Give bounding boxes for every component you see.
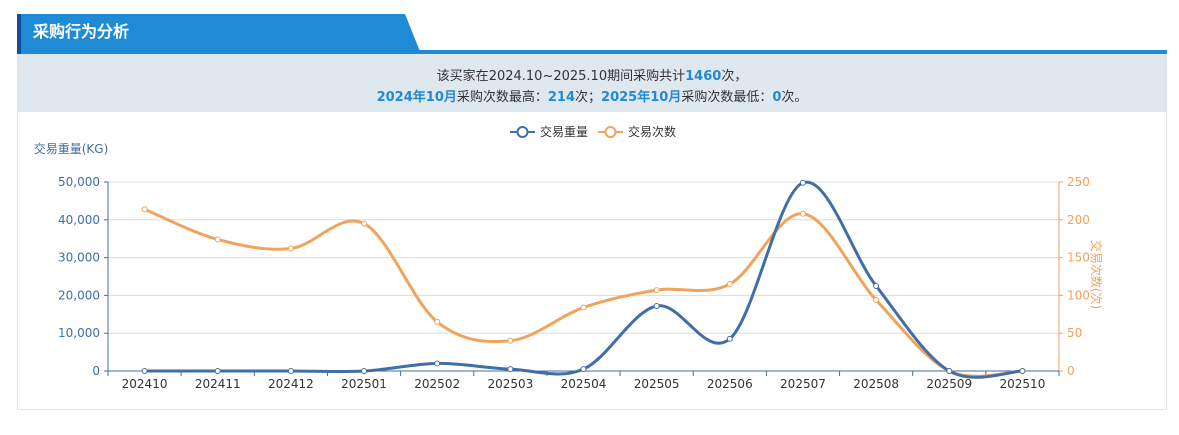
data-point-count[interactable] (141, 206, 148, 213)
summary-text: 期间采购共计 (607, 69, 686, 84)
legend-item-count[interactable]: 交易次数 (598, 124, 676, 139)
legend-item-weight[interactable]: 交易重量 (510, 124, 588, 139)
summary-max-value: 214 (547, 90, 576, 105)
summary-text: 该买家在 (436, 69, 489, 84)
data-point-weight[interactable] (214, 368, 221, 374)
chart-legend[interactable]: 交易重量 交易次数 (510, 124, 676, 139)
x-tick-label: 202411 (195, 377, 241, 391)
x-tick-label: 202412 (268, 377, 314, 391)
y-left-tick-label: 30,000 (58, 251, 100, 265)
x-tick-label: 202509 (926, 377, 972, 391)
data-point-weight[interactable] (946, 368, 953, 374)
y-right-tick-label: 100 (1067, 288, 1090, 302)
data-point-count[interactable] (287, 245, 294, 252)
summary-text: 采购次数最高： (456, 90, 548, 105)
y-left-tick-label: 40,000 (58, 213, 100, 227)
section-title: 采购行为分析 (33, 22, 130, 41)
summary-text: 采购次数最低： (681, 90, 773, 105)
header-tab (17, 14, 421, 54)
summary-max-month: 2024年10月 (376, 90, 457, 105)
data-point-weight[interactable] (873, 282, 880, 289)
data-point-weight[interactable] (434, 360, 441, 367)
data-point-weight[interactable] (141, 368, 148, 374)
data-point-weight[interactable] (653, 302, 660, 309)
x-tick-label: 202502 (414, 377, 460, 391)
chart-container (17, 112, 1167, 410)
y-left-tick-label: 20,000 (58, 288, 100, 302)
data-point-weight[interactable] (287, 368, 294, 374)
y-left-axis-title: 交易重量(KG) (34, 141, 109, 156)
data-point-weight[interactable] (1019, 368, 1026, 374)
data-point-count[interactable] (653, 287, 660, 294)
x-tick-label: 202410 (122, 377, 168, 391)
summary-line-2: 2024年10月采购次数最高：214次；2025年10月采购次数最低：0次。 (17, 86, 1167, 105)
y-right-tick-label: 0 (1067, 364, 1075, 378)
data-point-count[interactable] (580, 304, 587, 311)
data-point-weight[interactable] (507, 366, 514, 373)
data-point-count[interactable] (726, 281, 733, 288)
chart-series (141, 179, 1026, 379)
summary-text: 次， (721, 69, 748, 84)
chart-grid (108, 181, 1059, 334)
summary-panel: 该买家在2024.10~2025.10期间采购共计1460次， 2024年10月… (17, 54, 1167, 112)
data-point-weight[interactable] (726, 335, 733, 342)
x-tick-label: 202510 (1000, 377, 1046, 391)
data-point-count[interactable] (799, 210, 806, 217)
summary-line-1: 该买家在2024.10~2025.10期间采购共计1460次， (17, 65, 1167, 84)
y-left-tick-label: 50,000 (58, 175, 100, 189)
data-point-count[interactable] (361, 220, 368, 227)
legend-label: 交易次数 (628, 124, 676, 139)
y-left-tick-label: 10,000 (58, 326, 100, 340)
y-right-tick-label: 50 (1067, 326, 1082, 340)
summary-period: 2024.10~2025.10 (488, 69, 608, 84)
data-point-count[interactable] (507, 337, 514, 344)
summary-min-value: 0 (772, 90, 782, 105)
data-point-count[interactable] (214, 236, 221, 243)
summary-total: 1460 (685, 69, 722, 84)
y-right-tick-label: 200 (1067, 213, 1090, 227)
y-right-tick-label: 250 (1067, 175, 1090, 189)
summary-min-month: 2025年10月 (601, 90, 682, 105)
chart-axes: 0 10,000 20,000 30,000 40,000 50,000 0 50 100 150… (34, 141, 1104, 391)
x-tick-label: 202507 (780, 377, 826, 391)
series-line-count[interactable] (144, 207, 1023, 378)
data-point-count[interactable] (873, 296, 880, 303)
y-left-tick-label: 0 (92, 364, 100, 378)
legend-marker (604, 126, 617, 138)
x-tick-label: 202508 (853, 377, 899, 391)
x-tick-label: 202506 (707, 377, 753, 391)
header-underline (17, 50, 1167, 54)
legend-label: 交易重量 (540, 124, 588, 139)
summary-text: 次。 (781, 90, 808, 105)
section-header: 采购行为分析 (17, 14, 1167, 54)
summary-text: 次； (575, 90, 602, 105)
y-right-tick-label: 150 (1067, 251, 1090, 265)
header-accent (17, 14, 21, 54)
series-line-weight[interactable] (144, 180, 1023, 379)
data-point-count[interactable] (434, 318, 441, 325)
x-tick-label: 202505 (634, 377, 680, 391)
legend-marker (516, 126, 529, 138)
data-point-weight[interactable] (580, 366, 587, 373)
x-tick-label: 202503 (487, 377, 533, 391)
data-point-weight[interactable] (361, 368, 368, 374)
y-right-axis-title: 交易次数(次) (1089, 240, 1104, 309)
x-tick-label: 202504 (561, 377, 607, 391)
x-tick-label: 202501 (341, 377, 387, 391)
data-point-weight[interactable] (799, 179, 806, 186)
